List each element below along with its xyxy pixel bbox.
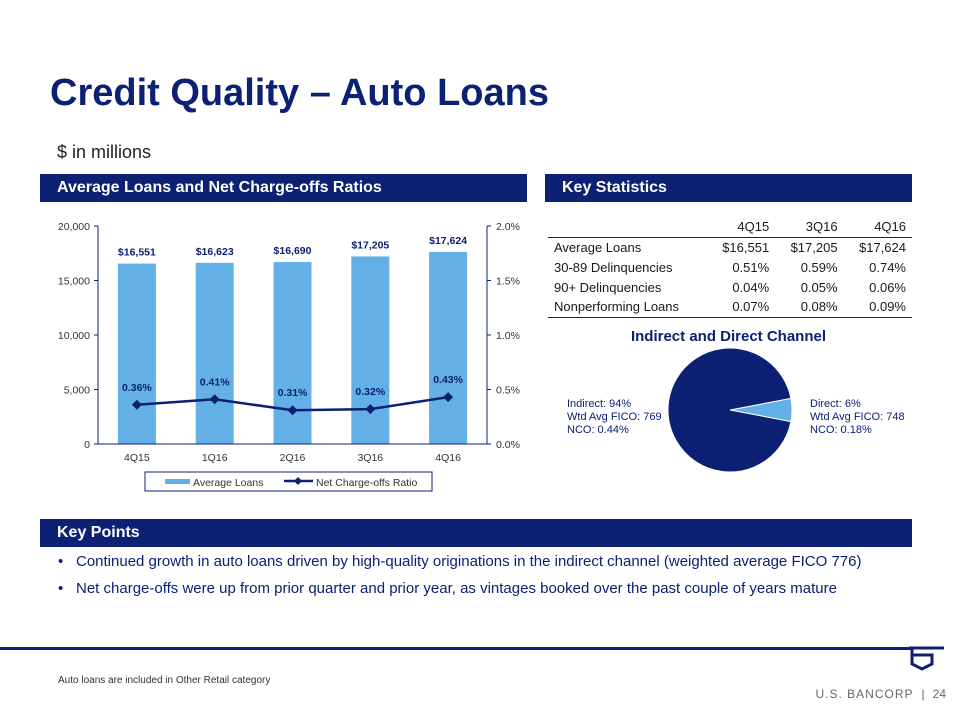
col-header: 4Q16 — [874, 219, 906, 235]
subtitle: $ in millions — [57, 142, 152, 162]
key-point: Net charge-offs were up from prior quart… — [58, 580, 938, 597]
table-header-row: 4Q15 3Q16 4Q16 — [548, 217, 912, 237]
table-row: 30-89 Delinquencies 0.51% 0.59% 0.74% — [548, 257, 912, 277]
table-cell: 0.74% — [869, 259, 906, 275]
table-cell: 0.04% — [732, 279, 770, 295]
table-cell: 0.08% — [800, 299, 838, 315]
y-left-tick-label: 5,000 — [64, 385, 90, 397]
x-tick-label: 4Q15 — [124, 452, 150, 464]
ratio-label: 0.43% — [433, 374, 463, 386]
brand-name: U.S. BANCORP — [815, 687, 914, 701]
table-cell: 0.05% — [800, 279, 838, 295]
pie-label-line: Wtd Avg FICO: 769 — [567, 411, 662, 423]
bar — [429, 251, 468, 444]
table-cell: 0.51% — [732, 259, 770, 275]
table-row: 90+ Delinquencies 0.04% 0.05% 0.06% — [548, 277, 912, 297]
y-left-tick-label: 10,000 — [58, 330, 90, 342]
bar — [195, 262, 234, 444]
x-tick-label: 1Q16 — [202, 452, 228, 464]
x-tick-label: 2Q16 — [280, 452, 306, 464]
ratio-label: 0.41% — [200, 376, 230, 388]
table-cell: Average Loans — [554, 239, 642, 255]
footnote: Auto loans are included in Other Retail … — [58, 675, 271, 686]
key-point: Continued growth in auto loans driven by… — [58, 553, 938, 570]
bank-logo-icon — [909, 646, 944, 671]
pie-label-line: NCO: 0.44% — [567, 424, 629, 436]
bar — [273, 262, 312, 444]
legend-label: Net Charge-offs Ratio — [316, 477, 418, 489]
col-header: 4Q15 — [737, 219, 770, 235]
legend-label: Average Loans — [193, 477, 263, 489]
bar-label: $16,551 — [118, 247, 156, 259]
bar — [351, 256, 390, 444]
x-tick-label: 4Q16 — [435, 452, 461, 464]
ratio-marker — [365, 404, 376, 415]
ratio-label: 0.32% — [355, 386, 385, 398]
ratio-label: 0.36% — [122, 382, 152, 394]
pie-label-line: NCO: 0.18% — [810, 424, 872, 436]
ratio-marker — [131, 399, 142, 410]
ratio-marker — [209, 394, 220, 405]
y-right-tick-label: 0.5% — [496, 385, 520, 397]
table-row: Average Loans $16,551 $17,205 $17,624 — [548, 237, 912, 257]
pie-label-line: Wtd Avg FICO: 748 — [810, 411, 905, 423]
direct-label: Direct: 6% Wtd Avg FICO: 748 NCO: 0.18% — [810, 398, 905, 437]
legend-swatch-bars — [165, 479, 190, 484]
table-cell: 90+ Delinquencies — [554, 279, 662, 295]
col-header — [548, 217, 707, 237]
stats-section-header: Key Statistics — [545, 174, 912, 202]
ratio-marker — [443, 392, 454, 403]
bar — [117, 263, 156, 444]
pie-label-line: Indirect: 94% — [567, 398, 632, 410]
x-tick-label: 3Q16 — [357, 452, 383, 464]
col-header: 3Q16 — [805, 219, 838, 235]
table-row: Nonperforming Loans 0.07% 0.08% 0.09% — [548, 297, 912, 317]
page-number: 24 — [932, 687, 946, 701]
pie-title: Indirect and Direct Channel — [630, 328, 827, 345]
table-cell: $17,205 — [790, 239, 838, 255]
ratio-marker — [287, 405, 298, 416]
page-title: Credit Quality – Auto Loans — [50, 72, 549, 114]
table-cell: 0.07% — [732, 299, 770, 315]
bar-label: $16,623 — [196, 246, 234, 258]
loans-chart: $16,551 4Q15 $16,623 1Q16 $16,690 2Q16 $17,205… — [58, 221, 520, 492]
table-cell: Nonperforming Loans — [554, 299, 680, 315]
bar-label: $17,205 — [351, 239, 389, 251]
indirect-label: Indirect: 94% Wtd Avg FICO: 769 NCO: 0.4… — [567, 398, 662, 437]
page-divider: | — [921, 687, 925, 701]
bar-label: $16,690 — [274, 245, 312, 257]
channel-pie — [667, 347, 793, 473]
y-left-tick-label: 20,000 — [58, 221, 90, 233]
legend-marker — [294, 477, 302, 485]
y-right-tick-label: 1.5% — [496, 276, 520, 288]
pie-label-line: Direct: 6% — [810, 398, 861, 410]
table-cell: 0.09% — [869, 299, 906, 315]
stats-table: 4Q15 3Q16 4Q16 Average Loans $16,551 $17,2… — [548, 217, 912, 318]
y-left-tick-label: 15,000 — [58, 276, 90, 288]
y-right-tick-label: 2.0% — [496, 221, 520, 233]
table-cell: 0.06% — [869, 279, 906, 295]
key-points-header: Key Points — [40, 519, 912, 547]
bar-label: $17,624 — [429, 235, 467, 247]
y-right-tick-label: 0.0% — [496, 439, 520, 451]
footer-rule — [0, 647, 912, 650]
ratio-label: 0.31% — [278, 387, 308, 399]
y-right-tick-label: 1.0% — [496, 330, 520, 342]
table-cell: $17,624 — [859, 239, 906, 255]
chart-section-header: Average Loans and Net Charge-offs Ratios — [40, 174, 527, 202]
key-points-list: Continued growth in auto loans driven by… — [58, 553, 938, 607]
table-cell: 30-89 Delinquencies — [554, 259, 673, 275]
footer-brand-area: U.S. BANCORP | 24 — [816, 687, 947, 701]
y-left-tick-label: 0 — [84, 439, 90, 451]
table-cell: $16,551 — [722, 239, 770, 255]
pie-slice-indirect — [667, 347, 792, 473]
table-cell: 0.59% — [800, 259, 838, 275]
